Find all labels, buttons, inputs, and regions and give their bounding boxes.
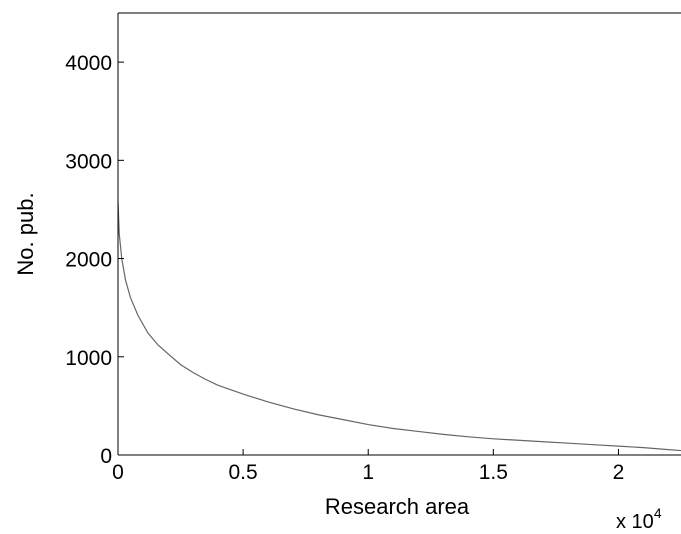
y-tick-label: 3000 (65, 150, 112, 173)
x-tick-label: 1.5 (479, 461, 508, 484)
y-axis-label: No. pub. (13, 192, 38, 275)
x-ticks: 0 0.5 1 1.5 2 (112, 449, 624, 484)
data-layer (117, 201, 681, 452)
x-exponent-label: x 104 (616, 505, 662, 533)
x-axis-label: Research area (325, 494, 470, 519)
x-tick-label: 2 (613, 461, 625, 484)
y-tick-label: 1000 (65, 347, 112, 370)
x-tick-label: 0 (112, 461, 124, 484)
y-tick-label: 0 (100, 445, 112, 468)
x-exponent-power: 4 (654, 505, 662, 521)
plot-area (118, 13, 681, 455)
y-ticks: 0 1000 2000 3000 4000 (65, 52, 124, 468)
y-tick-label: 4000 (65, 52, 112, 75)
x-tick-label: 1 (362, 461, 374, 484)
axes (117, 12, 681, 456)
x-tick-label: 0.5 (229, 461, 258, 484)
x-exponent-prefix: x 10 (616, 511, 654, 533)
series-line-0 (117, 201, 681, 452)
y-tick-label: 2000 (65, 249, 112, 272)
